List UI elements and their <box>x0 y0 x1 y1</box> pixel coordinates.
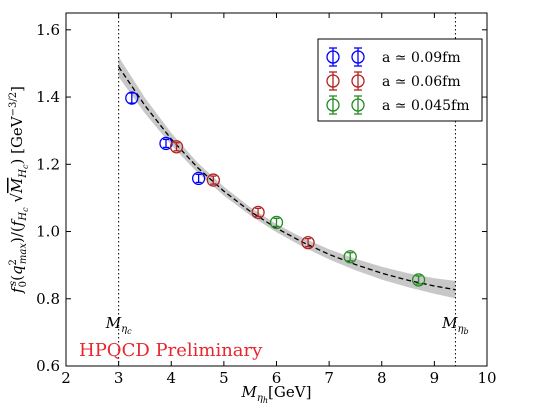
marker <box>343 250 357 264</box>
marker <box>301 235 315 250</box>
data-point-3-1 <box>269 215 284 230</box>
x-tick-label-2: 2 <box>61 369 71 387</box>
marker <box>411 273 426 287</box>
data-point-3-3 <box>411 273 426 287</box>
y-tick-label-1.2: 1.2 <box>36 155 60 173</box>
y-axis-title: f0s(q2max)/(fHc √MHc) [GeV−3/2] <box>8 86 30 294</box>
axis-ticks <box>65 13 488 367</box>
y-tick-label-0.8: 0.8 <box>36 290 60 308</box>
y-tick-label-1.6: 1.6 <box>36 21 60 39</box>
legend: a ≃ 0.09fm a ≃ 0.06fm a ≃ 0.045fm <box>317 38 483 122</box>
data-point-1-3 <box>191 171 206 186</box>
vertical-line-label-2: Mηb <box>441 314 468 336</box>
marker <box>206 173 221 187</box>
x-tick-label-4: 4 <box>166 369 176 387</box>
data-points-layer <box>125 91 426 287</box>
legend-marker-3-1 <box>326 95 340 115</box>
x-tick-label-3: 3 <box>114 369 124 387</box>
data-point-3-2 <box>343 250 357 264</box>
vertical-line-label-1: Mηc <box>105 314 132 336</box>
data-point-2-3 <box>251 205 265 220</box>
x-axis-title: Mηh[GeV] <box>241 383 312 405</box>
data-point-2-1 <box>169 140 184 154</box>
x-tick-label-6: 6 <box>272 369 282 387</box>
x-tick-label-10: 10 <box>477 369 496 387</box>
marker <box>125 91 139 105</box>
x-tick-label-5: 5 <box>219 369 229 387</box>
marker <box>169 140 184 154</box>
legend-label-2: a ≃ 0.06fm <box>382 74 461 90</box>
x-tick-label-8: 8 <box>377 369 387 387</box>
x-tick-label-7: 7 <box>324 369 334 387</box>
marker <box>269 215 284 230</box>
marker <box>251 205 265 220</box>
legend-label-1: a ≃ 0.09fm <box>382 50 461 66</box>
legend-marker-1-1 <box>326 47 340 67</box>
marker <box>191 171 206 186</box>
y-tick-label-1.0: 1.0 <box>36 223 60 241</box>
annotation-hpqcd: HPQCD Preliminary <box>79 340 263 361</box>
legend-box <box>317 38 483 122</box>
legend-label-3: a ≃ 0.045fm <box>382 98 470 114</box>
legend-marker-3-2 <box>351 95 365 115</box>
y-tick-label-1.4: 1.4 <box>36 88 60 106</box>
text-layer: 2 3 4 5 6 7 8 9 10 0.6 0.8 1.0 1.2 1.4 1.6 Mηh[GeV] f0s(… <box>8 21 497 405</box>
legend-marker-1-2 <box>351 47 365 67</box>
data-point-2-2 <box>206 173 221 187</box>
legend-marker-2-2 <box>351 71 365 91</box>
data-point-2-4 <box>301 235 315 250</box>
legend-marker-2-1 <box>326 71 340 91</box>
fit-line <box>118 66 456 291</box>
vertical-reference-lines <box>118 13 456 366</box>
y-tick-label-0.6: 0.6 <box>36 357 60 375</box>
x-tick-label-9: 9 <box>430 369 440 387</box>
data-point-1-1 <box>125 91 139 105</box>
fit-curve-layer <box>118 66 456 291</box>
